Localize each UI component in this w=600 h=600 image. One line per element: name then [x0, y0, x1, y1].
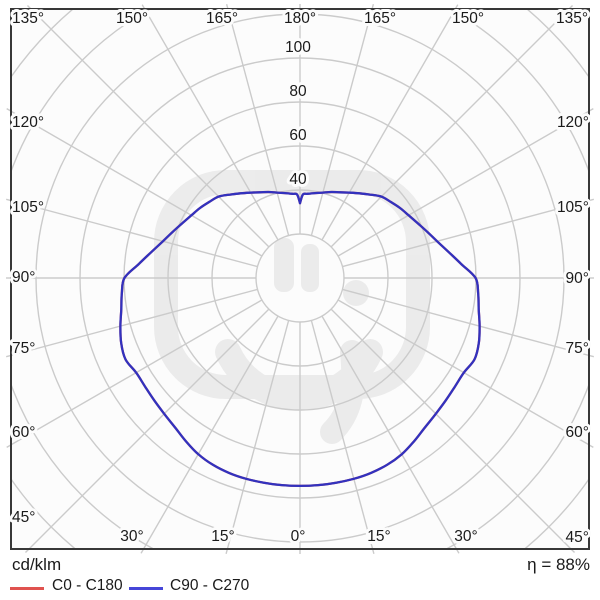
angle-label-right: 45° [566, 529, 589, 546]
unit-label: cd/klm [12, 555, 62, 574]
angle-tick-labels: 135° 150° 165° 180° 165° 150° 135° 120° 105° 90° 7… [9, 7, 592, 549]
angle-label-bottom: 30° [120, 528, 143, 545]
radial-tick-label: 100 [285, 39, 311, 56]
efficiency-value: η = 88% [527, 555, 590, 574]
angle-label-right: 90° [566, 270, 589, 287]
angle-label-right: 60° [566, 424, 589, 441]
legend-label-c0-c180: C0 - C180 [52, 577, 123, 594]
angle-label-left: 60° [12, 424, 35, 441]
angle-label-left: 45° [12, 509, 35, 526]
c0-c180-line-swatch [10, 587, 44, 590]
legend-label-c90-c270: C90 - C270 [170, 577, 250, 594]
angle-label-bottom: 30° [454, 528, 477, 545]
angle-label-left: 90° [12, 269, 35, 286]
angle-label-top: 135° [556, 10, 588, 27]
angle-label-top: 150° [116, 10, 148, 27]
plot-border [10, 8, 590, 550]
angle-label-right: 105° [557, 199, 589, 216]
angle-label-top: 165° [364, 10, 396, 27]
angle-label-top: 135° [12, 10, 44, 27]
c90-c270-line-swatch [129, 587, 163, 590]
curve-c90-c270 [119, 190, 481, 488]
watermark-logo [154, 170, 430, 444]
angle-label-bottom: 15° [367, 528, 390, 545]
grid-spokes [11, 9, 589, 549]
angle-label-left: 75° [12, 340, 35, 357]
angle-label-top: 165° [206, 10, 238, 27]
radial-tick-label: 40 [289, 171, 307, 188]
angle-label-bottom: 15° [211, 528, 234, 545]
angle-label-bottom: 0° [291, 528, 306, 545]
angle-label-right: 75° [566, 340, 589, 357]
radial-tick-label: 80 [289, 83, 307, 100]
radial-tick-labels: 40 60 80 100 [282, 36, 314, 191]
angle-label-top: 180° [284, 10, 316, 27]
angle-label-left: 105° [12, 199, 44, 216]
radial-tick-label: 60 [289, 127, 307, 144]
angle-label-left: 120° [12, 114, 44, 131]
angle-label-right: 120° [557, 114, 589, 131]
angle-label-top: 150° [452, 10, 484, 27]
